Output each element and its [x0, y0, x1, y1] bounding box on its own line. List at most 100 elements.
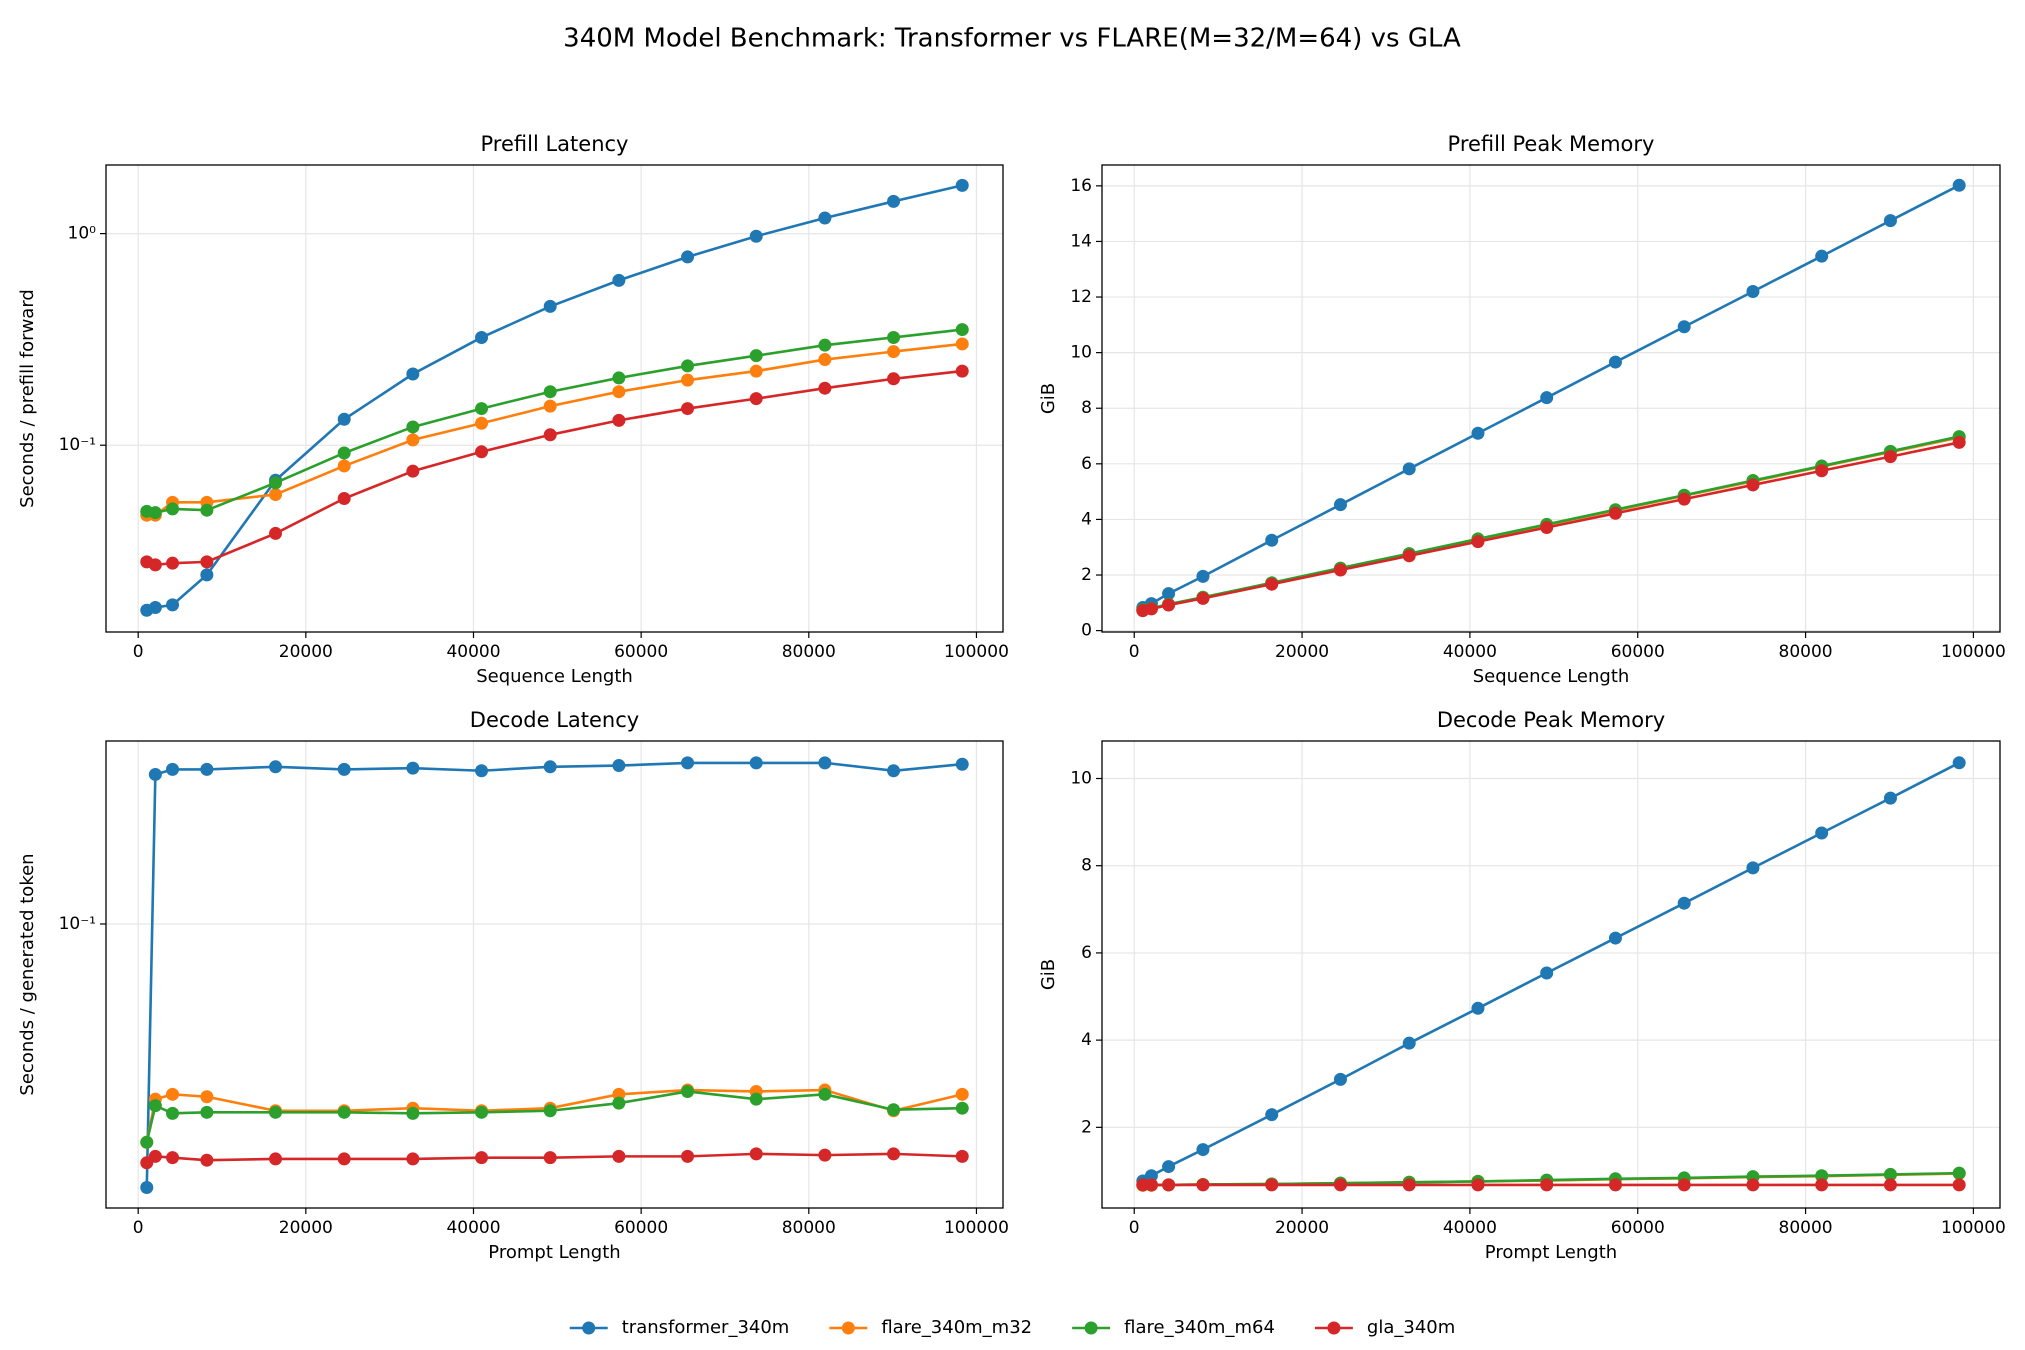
data-point	[1608, 355, 1622, 369]
x-tick-label: 100000	[944, 1218, 1009, 1238]
data-point	[1265, 577, 1279, 591]
y-tick-label: 16	[1070, 176, 1092, 196]
data-point	[1162, 1178, 1176, 1192]
axes-frame	[105, 740, 1004, 1209]
data-point	[475, 764, 489, 778]
data-point	[749, 1147, 763, 1161]
x-tick-label: 60000	[1611, 1218, 1665, 1238]
data-point	[148, 1149, 162, 1163]
y-tick-label: 6	[1081, 943, 1092, 963]
data-point	[612, 1149, 626, 1163]
data-point	[1883, 791, 1897, 805]
data-point	[1162, 587, 1176, 601]
data-point	[140, 1135, 154, 1149]
data-point	[543, 1151, 557, 1165]
data-point	[955, 337, 969, 351]
data-point	[1608, 506, 1622, 520]
data-point	[612, 273, 626, 287]
x-tick-label: 0	[133, 642, 144, 662]
data-point	[1952, 1178, 1966, 1192]
legend-label: flare_340m_m64	[1124, 1317, 1275, 1338]
x-axis-label: Sequence Length	[476, 666, 633, 687]
legend-marker	[1084, 1321, 1098, 1335]
data-point	[955, 1101, 969, 1115]
y-axis-label: Seconds / prefill forward	[17, 289, 38, 508]
data-point	[681, 373, 695, 387]
subplot-title: Prefill Peak Memory	[1448, 132, 1655, 156]
y-tick-label: 2	[1081, 1117, 1092, 1137]
x-axis-label: Sequence Length	[1473, 666, 1630, 687]
data-point	[749, 1092, 763, 1106]
x-tick-label: 40000	[1443, 1218, 1497, 1238]
data-point	[269, 1152, 283, 1166]
data-point	[337, 446, 351, 460]
data-point	[1144, 602, 1158, 616]
data-point	[749, 229, 763, 243]
x-tick-label: 20000	[279, 642, 333, 662]
x-tick-label: 60000	[614, 1218, 668, 1238]
data-point	[1677, 492, 1691, 506]
data-point	[887, 372, 901, 386]
data-point	[406, 464, 420, 478]
data-point	[1471, 1001, 1485, 1015]
data-point	[200, 503, 214, 517]
data-point	[200, 1105, 214, 1119]
data-point	[337, 1152, 351, 1166]
data-point	[887, 345, 901, 359]
data-point	[1471, 1178, 1485, 1192]
data-point	[148, 767, 162, 781]
y-tick-label: 4	[1081, 1030, 1092, 1050]
data-point	[612, 413, 626, 427]
data-point	[818, 353, 832, 367]
x-tick-label: 80000	[782, 642, 836, 662]
data-point	[406, 433, 420, 447]
legend: transformer_340m flare_340m_m32 flare_340m…	[569, 1317, 1455, 1338]
legend-label: transformer_340m	[622, 1317, 790, 1338]
y-tick-label: 6	[1081, 454, 1092, 474]
data-point	[543, 1104, 557, 1118]
data-point	[337, 762, 351, 776]
axes-frame	[105, 164, 1004, 633]
data-point	[1144, 1178, 1158, 1192]
data-point	[955, 1087, 969, 1101]
data-point	[1196, 591, 1210, 605]
data-point	[1196, 1143, 1210, 1157]
data-point	[200, 1153, 214, 1167]
x-tick-label: 0	[1129, 642, 1140, 662]
data-point	[543, 760, 557, 774]
data-point	[166, 502, 180, 516]
data-point	[955, 323, 969, 337]
data-point	[1265, 1178, 1279, 1192]
data-point	[887, 330, 901, 344]
data-point	[1815, 826, 1829, 840]
data-point	[1144, 1169, 1158, 1183]
data-point	[681, 1084, 695, 1098]
x-tick-label: 80000	[782, 1218, 836, 1238]
data-point	[1196, 1178, 1210, 1192]
data-point	[543, 399, 557, 413]
data-point	[269, 476, 283, 490]
data-point	[1815, 464, 1829, 478]
data-point	[337, 1105, 351, 1119]
data-point	[749, 349, 763, 363]
data-point	[681, 250, 695, 264]
data-point	[1883, 214, 1897, 228]
data-point	[166, 598, 180, 612]
data-point	[887, 194, 901, 208]
data-point	[148, 601, 162, 615]
x-tick-label: 60000	[1611, 642, 1665, 662]
y-tick-label: 12	[1070, 287, 1092, 307]
data-point	[749, 756, 763, 770]
data-point	[166, 1106, 180, 1120]
data-point	[1540, 966, 1554, 980]
data-point	[1815, 1169, 1829, 1183]
data-point	[1402, 1178, 1416, 1192]
y-tick-label: 10	[1070, 768, 1092, 788]
x-tick-label: 100000	[1941, 642, 2006, 662]
legend-marker	[841, 1321, 855, 1335]
data-point	[818, 756, 832, 770]
x-tick-label: 0	[1129, 1218, 1140, 1238]
data-point	[955, 364, 969, 378]
data-point	[1402, 549, 1416, 563]
data-point	[1608, 931, 1622, 945]
